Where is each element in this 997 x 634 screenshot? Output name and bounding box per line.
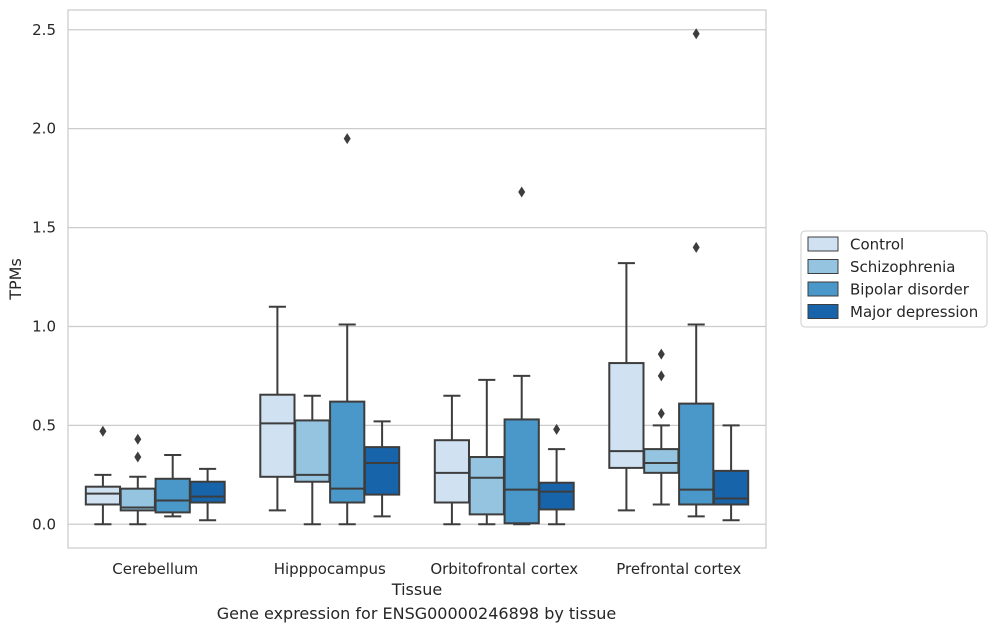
iqr-box	[608, 362, 645, 469]
legend: Control Schizophrenia Bipolar disorder Majo…	[800, 230, 988, 328]
y-tick-label: 0.0	[32, 515, 56, 533]
x-tick-label: Prefrontal cortex	[616, 560, 741, 578]
box-2-1	[468, 378, 505, 526]
outlier-point	[553, 423, 561, 435]
box-3-0	[608, 262, 645, 512]
x-axis-label: Tissue	[391, 580, 442, 599]
iqr-box	[329, 400, 366, 504]
iqr-box	[503, 418, 540, 525]
iqr-box	[433, 439, 471, 504]
iqr-box	[154, 477, 191, 514]
outlier-point	[692, 241, 700, 253]
outlier-point	[343, 133, 351, 145]
plot-frame	[67, 9, 767, 549]
outlier-point	[692, 28, 700, 40]
outlier-point	[134, 451, 142, 463]
iqr-box	[189, 480, 226, 504]
outlier-point	[134, 433, 142, 445]
iqr-box	[678, 402, 715, 506]
box-2-3	[538, 423, 575, 526]
y-tick-label: 0.5	[32, 416, 56, 434]
outlier-point	[657, 348, 665, 360]
legend-label: Control	[850, 236, 904, 254]
box-1-3	[363, 420, 401, 518]
iqr-box	[259, 393, 296, 478]
legend-label: Major depression	[850, 303, 978, 321]
outlier-point	[518, 186, 526, 198]
x-tick-label: Hipppocampus	[274, 560, 386, 578]
y-tick-label: 2.0	[32, 120, 56, 138]
outlier-point	[657, 370, 665, 382]
iqr-box	[294, 419, 331, 483]
box-0-1	[119, 433, 156, 526]
legend-swatch	[807, 304, 839, 319]
y-axis-label: TPMs	[6, 258, 25, 301]
x-tick-labels: Cerebellum Hipppocampus Orbitofrontal cort…	[112, 560, 741, 578]
legend-swatch	[807, 259, 839, 274]
box-2-2	[503, 186, 540, 526]
x-tick-label: Cerebellum	[112, 560, 198, 578]
legend-frame	[800, 230, 988, 328]
box-3-2	[678, 28, 715, 518]
box-0-3	[189, 467, 226, 522]
y-tick-label: 1.0	[32, 317, 56, 335]
iqr-box	[538, 481, 575, 511]
box-3-3	[712, 424, 750, 522]
legend-swatch	[807, 281, 839, 297]
box-groups	[84, 28, 750, 526]
figure-caption: Gene expression for ENSG00000246898 by t…	[216, 604, 617, 623]
iqr-box	[84, 485, 122, 506]
y-tick-label: 1.5	[32, 219, 56, 237]
iqr-box	[643, 448, 680, 474]
y-tick-label: 2.5	[32, 21, 56, 39]
legend-swatch	[807, 236, 839, 252]
box-2-0	[433, 394, 471, 526]
iqr-box	[468, 456, 505, 516]
y-gridlines	[68, 29, 766, 525]
outlier-point	[657, 408, 665, 419]
box-3-1	[643, 348, 680, 506]
box-1-2	[329, 133, 366, 526]
legend-label: Bipolar disorder	[850, 281, 970, 299]
legend-label: Schizophrenia	[850, 258, 955, 276]
x-tick-label: Orbitofrontal cortex	[430, 560, 578, 578]
y-tick-labels: 0.0 0.5 1.0 1.5 2.0 2.5	[32, 21, 56, 533]
outlier-point	[99, 425, 107, 437]
box-0-2	[154, 454, 191, 518]
iqr-box	[363, 446, 401, 496]
box-0-0	[84, 425, 122, 526]
